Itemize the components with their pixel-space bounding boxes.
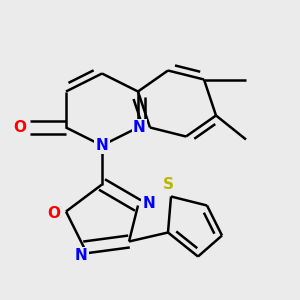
Text: O: O	[47, 206, 61, 220]
Text: O: O	[13, 120, 26, 135]
Text: N: N	[142, 196, 155, 211]
Text: S: S	[163, 177, 173, 192]
Text: N: N	[96, 138, 108, 153]
Text: N: N	[75, 248, 87, 263]
Text: N: N	[133, 120, 146, 135]
